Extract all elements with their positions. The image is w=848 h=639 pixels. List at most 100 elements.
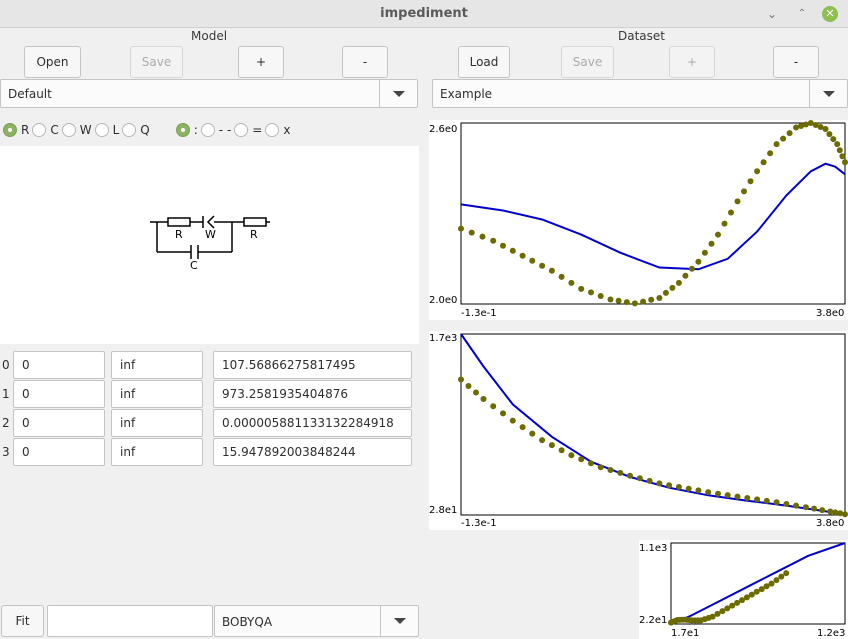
param-value-input[interactable] — [213, 409, 412, 437]
y-min-label: 2.0e0 — [429, 295, 458, 306]
data-point — [744, 495, 751, 501]
minimize-icon[interactable]: ⌄ — [766, 7, 778, 21]
data-point — [640, 298, 647, 305]
data-point — [709, 613, 716, 620]
param-max-input[interactable] — [111, 438, 203, 466]
fit-input[interactable] — [47, 605, 213, 637]
data-point — [836, 147, 843, 154]
y-min-label: 2.8e1 — [429, 505, 458, 516]
data-point — [615, 297, 622, 304]
data-point — [688, 265, 695, 272]
param-min-input[interactable] — [13, 438, 105, 466]
fit-method-select[interactable]: BOBYQA — [214, 605, 419, 637]
param-min-input[interactable] — [13, 380, 105, 408]
dataset-select[interactable]: Example — [432, 79, 848, 108]
close-icon[interactable]: ✕ — [822, 6, 838, 22]
data-point — [548, 442, 555, 449]
param-value-input[interactable] — [213, 380, 412, 408]
radio-dot-icon[interactable] — [234, 123, 249, 137]
y-max-label: 1.1e3 — [639, 543, 668, 554]
data-point — [685, 485, 692, 492]
model-add-button[interactable]: + — [238, 46, 284, 78]
data-point — [802, 121, 809, 128]
model-select[interactable]: Default — [0, 79, 418, 108]
radio-dot-icon[interactable] — [3, 123, 17, 137]
radio-element-l[interactable]: L — [94, 123, 119, 137]
dataset-add-button[interactable]: + — [669, 46, 715, 78]
data-point — [734, 493, 741, 500]
radio-dot-icon[interactable] — [122, 123, 137, 137]
bode-magnitude-plot[interactable]: 2.6e0 2.0e0 -1.3e-1 3.8e0 — [429, 120, 848, 320]
param-max-input[interactable] — [111, 380, 203, 408]
bode-phase-plot[interactable]: 1.7e3 2.8e1 -1.3e-1 3.8e0 — [429, 331, 848, 530]
fit-button[interactable]: Fit — [1, 605, 44, 637]
data-point — [754, 168, 761, 175]
chevron-down-icon[interactable] — [380, 606, 418, 636]
dataset-save-button[interactable]: Save — [561, 46, 614, 78]
maximize-icon[interactable]: ⌃ — [797, 8, 807, 19]
radio-dot-icon[interactable] — [32, 123, 47, 137]
data-point — [627, 472, 633, 479]
data-point — [479, 233, 486, 240]
x-max-label: 1.2e3 — [817, 628, 846, 639]
data-point — [519, 424, 526, 431]
radio-connector-colon[interactable]: : — [175, 123, 198, 137]
data-point — [646, 477, 653, 484]
data-point — [548, 267, 555, 274]
data-point — [721, 220, 728, 227]
data-point — [773, 577, 780, 584]
model-save-button[interactable]: Save — [130, 46, 183, 78]
radio-connector-delete[interactable]: x — [265, 123, 290, 137]
radio-dot-icon[interactable] — [61, 123, 76, 137]
param-row-3: 3 — [0, 438, 419, 466]
param-min-input[interactable] — [13, 351, 105, 379]
data-point — [767, 150, 774, 157]
radio-dot-icon[interactable] — [94, 123, 109, 137]
circuit-label-c: C — [190, 259, 198, 272]
param-min-input[interactable] — [13, 409, 105, 437]
radio-connector-series[interactable]: - - — [200, 123, 231, 137]
data-point — [656, 480, 663, 487]
data-point — [827, 508, 834, 515]
radio-dot-icon[interactable] — [265, 123, 280, 137]
data-point — [822, 126, 829, 132]
data-point — [842, 511, 848, 518]
param-index: 0 — [2, 358, 10, 372]
data-point — [578, 285, 585, 292]
data-point — [597, 464, 604, 471]
radio-connector-parallel[interactable]: = — [234, 123, 262, 137]
circuit-canvas[interactable]: R W R C — [0, 146, 419, 344]
dataset-remove-button[interactable]: - — [773, 46, 819, 78]
circuit-diagram: R W R C — [150, 215, 270, 272]
chevron-down-icon[interactable] — [809, 80, 847, 107]
param-value-input[interactable] — [213, 351, 412, 379]
chevron-down-icon[interactable] — [379, 80, 417, 107]
data-point — [714, 610, 721, 617]
model-remove-button[interactable]: - — [342, 46, 388, 78]
load-button[interactable]: Load — [458, 46, 510, 78]
param-max-input[interactable] — [111, 409, 203, 437]
data-point — [705, 489, 712, 496]
param-value-input[interactable] — [213, 438, 412, 466]
param-max-input[interactable] — [111, 351, 203, 379]
radio-element-q[interactable]: Q — [122, 123, 150, 137]
data-point — [675, 279, 682, 286]
data-point — [682, 272, 689, 279]
data-point — [578, 456, 585, 463]
radio-element-w[interactable]: W — [61, 123, 92, 137]
radio-dot-icon[interactable] — [200, 123, 215, 137]
open-button[interactable]: Open — [24, 46, 81, 78]
resistor-r2-symbol — [243, 217, 267, 227]
data-point — [729, 602, 736, 609]
data-point — [568, 452, 575, 459]
warburg-plate-right — [206, 215, 215, 229]
radio-element-c[interactable]: C — [32, 123, 59, 137]
radio-dot-icon[interactable] — [175, 123, 190, 137]
radio-element-r[interactable]: R — [3, 123, 29, 137]
data-point — [500, 410, 506, 417]
data-point — [724, 605, 731, 612]
nyquist-plot[interactable]: 1.1e3 2.2e1 1.7e1 1.2e3 — [639, 540, 848, 639]
data-point — [802, 504, 809, 511]
x-max-label: 3.8e0 — [816, 518, 845, 529]
data-point — [768, 580, 775, 587]
